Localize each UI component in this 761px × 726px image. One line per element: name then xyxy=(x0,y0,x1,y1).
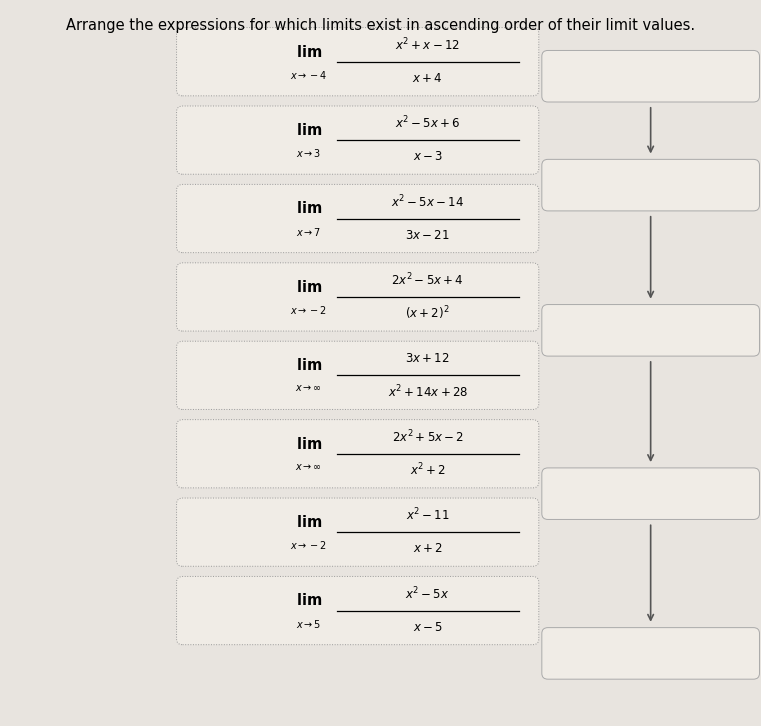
Text: $x \rightarrow 3$: $x \rightarrow 3$ xyxy=(296,147,321,159)
FancyBboxPatch shape xyxy=(177,106,539,174)
Text: $\mathbf{lim}$: $\mathbf{lim}$ xyxy=(295,44,322,60)
Text: $x + 2$: $x + 2$ xyxy=(412,542,443,555)
Text: $x \rightarrow \infty$: $x \rightarrow \infty$ xyxy=(295,462,322,472)
Text: $\mathbf{lim}$: $\mathbf{lim}$ xyxy=(295,436,322,452)
Text: $\mathbf{lim}$: $\mathbf{lim}$ xyxy=(295,279,322,295)
Text: $x - 5$: $x - 5$ xyxy=(412,621,443,634)
Text: Arrange the expressions for which limits exist in ascending order of their limit: Arrange the expressions for which limits… xyxy=(66,18,695,33)
FancyBboxPatch shape xyxy=(177,263,539,331)
Text: $x^2 - 5x - 14$: $x^2 - 5x - 14$ xyxy=(391,194,464,210)
Text: $x \rightarrow -4$: $x \rightarrow -4$ xyxy=(290,69,327,81)
FancyBboxPatch shape xyxy=(542,50,759,102)
FancyBboxPatch shape xyxy=(177,341,539,409)
Text: $x \rightarrow -2$: $x \rightarrow -2$ xyxy=(290,304,327,316)
Text: $3x - 21$: $3x - 21$ xyxy=(406,229,450,242)
FancyBboxPatch shape xyxy=(177,184,539,253)
FancyBboxPatch shape xyxy=(177,420,539,488)
Text: $2x^2 - 5x + 4$: $2x^2 - 5x + 4$ xyxy=(391,272,464,288)
Text: $x + 4$: $x + 4$ xyxy=(412,72,443,85)
Text: $x - 3$: $x - 3$ xyxy=(412,150,443,163)
Text: $\mathbf{lim}$: $\mathbf{lim}$ xyxy=(295,357,322,373)
Text: $(x + 2)^2$: $(x + 2)^2$ xyxy=(406,305,450,322)
Text: $\mathbf{lim}$: $\mathbf{lim}$ xyxy=(295,514,322,530)
FancyBboxPatch shape xyxy=(542,627,759,680)
Text: $x^2 - 11$: $x^2 - 11$ xyxy=(406,507,450,523)
Text: $x^2 + x - 12$: $x^2 + x - 12$ xyxy=(395,37,460,53)
Text: $x \rightarrow 7$: $x \rightarrow 7$ xyxy=(296,226,321,237)
Text: $x^2 + 14x + 28$: $x^2 + 14x + 28$ xyxy=(387,384,468,400)
Text: $x^2 - 5x + 6$: $x^2 - 5x + 6$ xyxy=(395,115,460,131)
FancyBboxPatch shape xyxy=(177,576,539,645)
Text: $x \rightarrow -2$: $x \rightarrow -2$ xyxy=(290,539,327,551)
Text: $\mathbf{lim}$: $\mathbf{lim}$ xyxy=(295,592,322,608)
FancyBboxPatch shape xyxy=(542,468,759,520)
FancyBboxPatch shape xyxy=(177,28,539,96)
FancyBboxPatch shape xyxy=(542,305,759,356)
FancyBboxPatch shape xyxy=(542,159,759,211)
Text: $x^2 - 5x$: $x^2 - 5x$ xyxy=(406,586,450,602)
Text: $x \rightarrow \infty$: $x \rightarrow \infty$ xyxy=(295,383,322,393)
Text: $\mathbf{lim}$: $\mathbf{lim}$ xyxy=(295,200,322,216)
Text: $x \rightarrow 5$: $x \rightarrow 5$ xyxy=(296,618,321,629)
Text: $3x + 12$: $3x + 12$ xyxy=(406,352,450,365)
FancyBboxPatch shape xyxy=(177,498,539,566)
Text: $\mathbf{lim}$: $\mathbf{lim}$ xyxy=(295,122,322,138)
Text: $2x^2 + 5x - 2$: $2x^2 + 5x - 2$ xyxy=(392,429,463,445)
Text: $x^2 + 2$: $x^2 + 2$ xyxy=(409,462,446,478)
